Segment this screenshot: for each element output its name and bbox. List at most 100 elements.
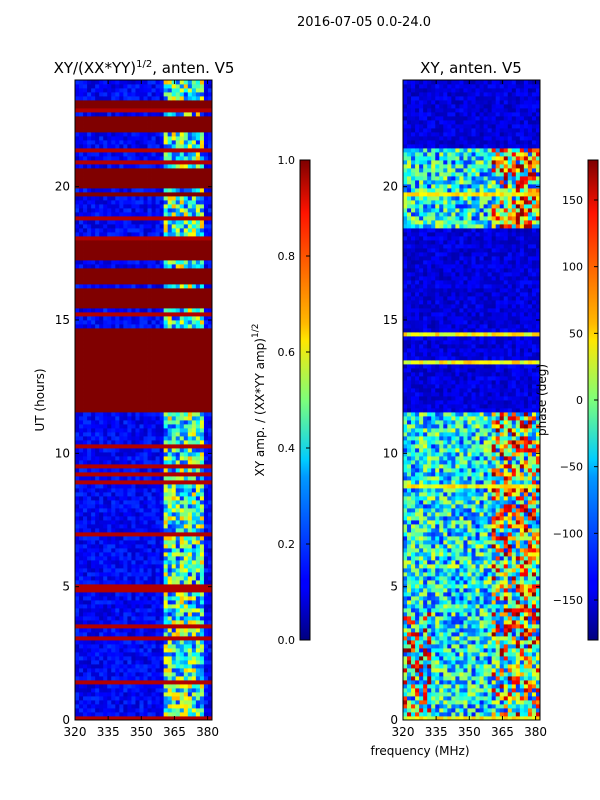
left-heatmap-cell xyxy=(143,536,148,541)
left-heatmap-cell xyxy=(143,580,148,585)
left-heatmap-cell xyxy=(127,316,132,321)
left-heatmap-cell xyxy=(79,668,84,673)
left-heatmap-cell xyxy=(83,208,88,213)
left-heatmap-cell xyxy=(207,600,212,605)
left-heatmap-cell xyxy=(139,496,144,501)
left-heatmap-cell xyxy=(91,136,96,141)
left-heatmap-cell xyxy=(123,644,128,649)
left-heatmap-cell xyxy=(87,164,92,169)
left-heatmap-cell xyxy=(175,652,181,657)
left-heatmap-cell xyxy=(115,692,120,697)
left-heatmap-cell xyxy=(123,508,128,513)
left-heatmap-cell xyxy=(139,524,144,529)
left-heatmap-cell xyxy=(123,640,128,645)
left-heatmap-cell xyxy=(139,360,144,365)
left-heatmap-cell xyxy=(155,412,161,417)
left-heatmap-cell xyxy=(199,136,205,141)
left-heatmap-cell xyxy=(99,640,104,645)
left-heatmap-cell xyxy=(111,604,116,609)
left-heatmap-cell xyxy=(95,460,100,465)
left-heatmap-cell xyxy=(199,512,205,517)
left-heatmap-cell xyxy=(175,348,181,353)
left-heatmap-cell xyxy=(79,696,84,701)
left-heatmap-cell xyxy=(131,252,136,257)
left-heatmap-cell xyxy=(195,440,201,445)
left-heatmap-cell xyxy=(207,348,212,353)
left-heatmap-cell xyxy=(175,132,181,137)
left-heatmap-cell xyxy=(203,540,209,545)
left-heatmap-cell xyxy=(147,592,152,597)
left-heatmap-cell xyxy=(207,452,212,457)
left-heatmap-cell xyxy=(195,252,201,257)
left-heatmap-cell xyxy=(155,660,161,665)
left-heatmap-cell xyxy=(199,320,205,325)
left-heatmap-cell xyxy=(99,292,104,297)
left-heatmap-cell xyxy=(203,224,209,229)
left-heatmap-cell xyxy=(187,296,193,301)
left-heatmap-cell xyxy=(107,576,112,581)
left-heatmap-cell xyxy=(119,440,124,445)
left-heatmap-cell xyxy=(131,320,136,325)
left-heatmap-cell xyxy=(95,184,100,189)
left-heatmap-cell xyxy=(199,516,205,521)
left-heatmap-cell xyxy=(99,184,104,189)
left-heatmap-cell xyxy=(179,492,185,497)
left-heatmap-cell xyxy=(183,668,189,673)
left-heatmap-cell xyxy=(167,596,173,601)
left-heatmap-cell xyxy=(175,152,181,157)
left-heatmap-cell xyxy=(139,252,144,257)
left-heatmap-cell xyxy=(91,412,96,417)
left-heatmap-cell xyxy=(107,408,112,413)
left-heatmap-cell xyxy=(203,704,209,709)
left-heatmap-cell xyxy=(131,396,136,401)
left-heatmap-cell xyxy=(187,176,193,181)
left-heatmap-cell xyxy=(159,316,165,321)
left-heatmap-cell xyxy=(175,216,181,221)
left-heatmap-cell xyxy=(191,492,197,497)
left-heatmap-cell xyxy=(135,584,140,589)
left-heatmap-cell xyxy=(207,492,212,497)
left-heatmap-cell xyxy=(203,608,209,613)
left-heatmap-cell xyxy=(79,564,84,569)
left-heatmap-cell xyxy=(183,700,189,705)
left-heatmap-cell xyxy=(171,684,177,689)
left-heatmap-cell xyxy=(95,152,100,157)
left-heatmap-cell xyxy=(171,680,177,685)
left-heatmap-cell xyxy=(107,156,112,161)
left-heatmap-cell xyxy=(119,184,124,189)
left-heatmap-cell xyxy=(115,644,120,649)
left-heatmap-cell xyxy=(123,132,128,137)
left-heatmap-cell xyxy=(123,536,128,541)
left-heatmap-cell xyxy=(151,276,156,281)
left-heatmap-cell xyxy=(119,524,124,529)
left-heatmap-cell xyxy=(147,312,152,317)
left-heatmap-cell xyxy=(195,584,201,589)
left-heatmap-cell xyxy=(151,692,156,697)
left-heatmap-cell xyxy=(103,552,108,557)
left-heatmap-cell xyxy=(107,336,112,341)
left-heatmap-cell xyxy=(179,612,185,617)
left-heatmap-cell xyxy=(183,448,189,453)
left-heatmap-cell xyxy=(99,552,104,557)
left-heatmap-cell xyxy=(179,312,185,317)
left-heatmap-cell xyxy=(75,476,80,481)
left-heatmap-cell xyxy=(95,208,100,213)
left-heatmap-cell xyxy=(103,712,108,717)
left-heatmap-cell xyxy=(123,412,128,417)
left-heatmap-cell xyxy=(171,252,177,257)
left-heatmap-cell xyxy=(143,712,148,717)
left-heatmap-cell xyxy=(167,656,173,661)
left-heatmap-cell xyxy=(119,452,124,457)
left-heatmap-cell xyxy=(183,624,189,629)
left-heatmap-cell xyxy=(107,360,112,365)
left-heatmap-cell xyxy=(175,284,181,289)
left-heatmap-cell xyxy=(119,572,124,577)
left-heatmap-cell xyxy=(75,420,80,425)
left-heatmap-cell xyxy=(111,308,116,313)
left-heatmap-cell xyxy=(95,372,100,377)
left-heatmap-cell xyxy=(159,640,165,645)
left-heatmap-cell xyxy=(207,680,212,685)
left-heatmap-cell xyxy=(167,336,173,341)
left-heatmap-cell xyxy=(131,240,136,245)
left-heatmap-cell xyxy=(159,280,165,285)
